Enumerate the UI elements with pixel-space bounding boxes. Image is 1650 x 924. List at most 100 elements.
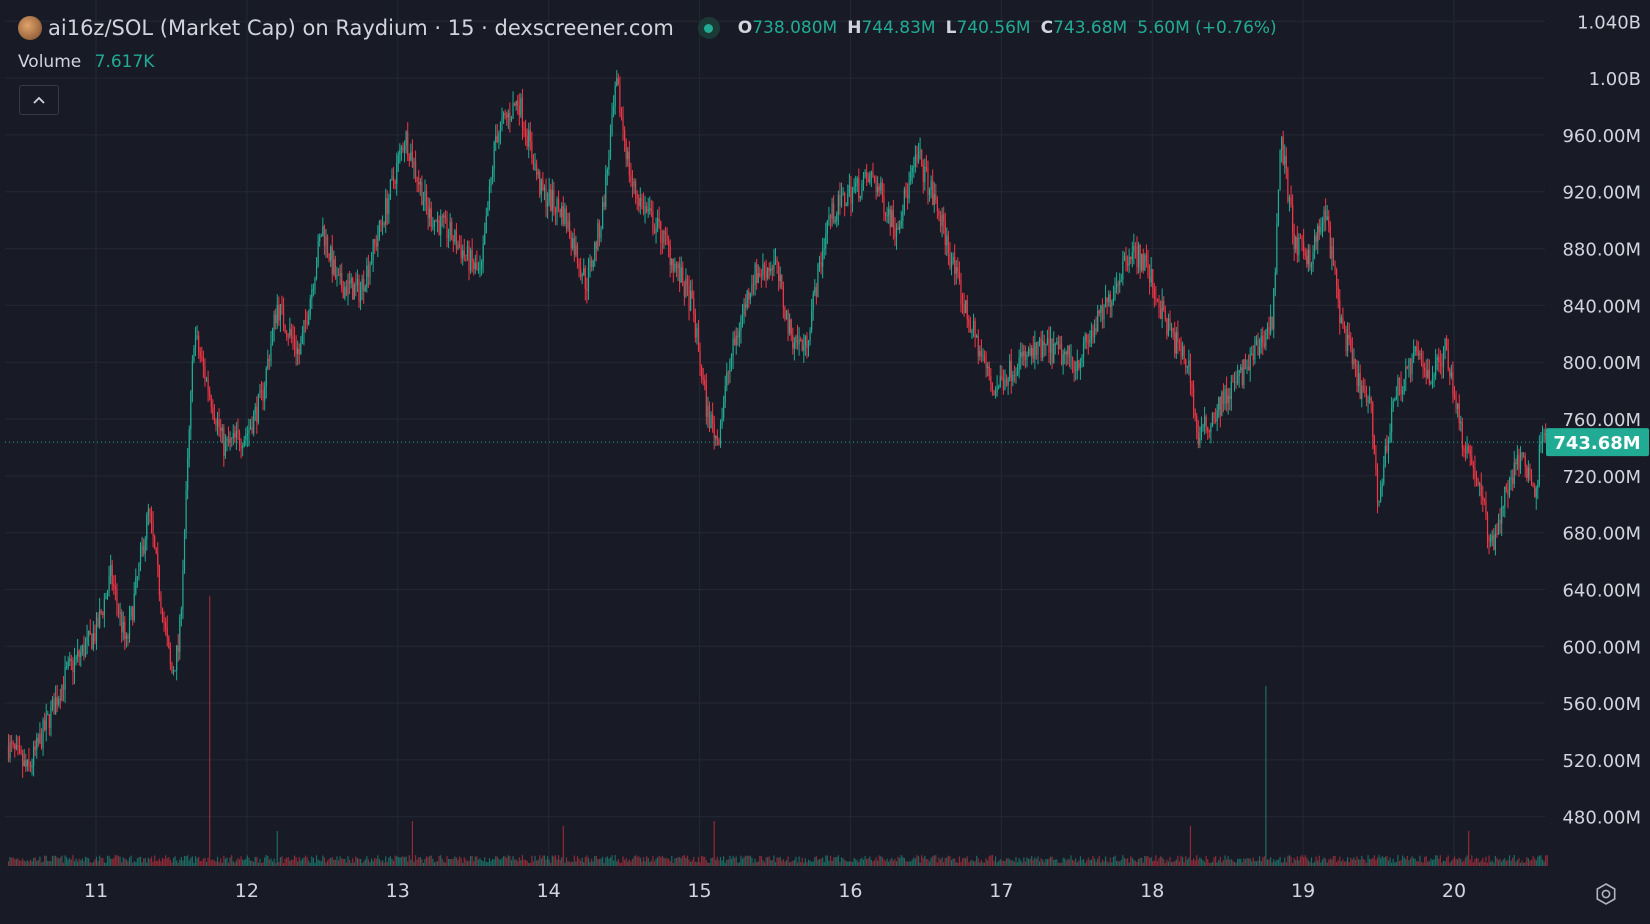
volume-bar [537, 859, 539, 866]
candle-body [1535, 488, 1537, 498]
candle-body [567, 220, 569, 229]
candle-body [565, 208, 568, 229]
candle-body [1312, 252, 1314, 265]
candle-body [548, 189, 550, 203]
collapse-legend-button[interactable] [19, 85, 59, 115]
volume-bar [1053, 859, 1055, 866]
candle-body [1225, 388, 1228, 404]
candle-body [242, 446, 244, 449]
candle-body [939, 216, 942, 227]
candle-body [99, 610, 101, 627]
volume-bar [1356, 856, 1358, 866]
candle-body [767, 267, 769, 279]
candle-body [580, 268, 582, 277]
volume-bar [482, 861, 484, 866]
volume-bar [67, 859, 69, 866]
candle-body [1103, 307, 1105, 320]
candle-body [1439, 361, 1441, 363]
market-status-icon[interactable] [697, 17, 720, 39]
volume-bar [1499, 858, 1501, 866]
candle-body [1090, 330, 1093, 340]
volume-bar [215, 861, 217, 866]
candle-body [1502, 506, 1504, 508]
chart-settings-button[interactable] [1590, 878, 1622, 910]
candle-body [727, 372, 729, 374]
candle-body [712, 414, 714, 424]
candle-body [1031, 347, 1033, 356]
candle-body [1290, 197, 1292, 205]
volume-bar [792, 861, 794, 866]
volume-bar [845, 861, 847, 866]
volume-bar [226, 857, 228, 866]
volume-bar [743, 856, 745, 866]
candle-body [1156, 298, 1159, 300]
volume-bar [1081, 860, 1083, 866]
candle-body [1246, 366, 1248, 370]
candle-body [537, 172, 539, 175]
volume-bar [512, 856, 514, 866]
candle-body [966, 300, 968, 320]
volume-bar [1203, 861, 1206, 866]
volume-bar [936, 862, 938, 866]
candle-body [569, 220, 571, 238]
volume-bar [1292, 862, 1294, 866]
volume-bar [605, 857, 607, 866]
candle-body [405, 131, 407, 146]
candle-body [581, 275, 583, 277]
candle-body [657, 218, 659, 228]
candle-body [279, 304, 281, 321]
volume-bar [679, 856, 681, 866]
candle-body [1395, 396, 1397, 400]
candle-body [1192, 386, 1195, 410]
candle-body [994, 391, 997, 396]
candle-body [1273, 288, 1275, 329]
volume-bar [1148, 857, 1151, 866]
volume-bar [873, 860, 876, 866]
candle-body [1317, 225, 1319, 243]
candle-body [320, 236, 322, 238]
volume-bar [1259, 856, 1261, 866]
volume-bar [862, 859, 865, 866]
volume-bar [136, 858, 138, 866]
volume-bar [1122, 855, 1124, 866]
candle-body [1287, 168, 1289, 202]
volume-bar [1159, 856, 1162, 866]
candle-body [672, 259, 674, 272]
volume-bar [396, 856, 398, 866]
volume-bar [653, 861, 656, 866]
volume-bar [1002, 860, 1005, 866]
volume-bar [1336, 861, 1338, 866]
volume-bar [869, 856, 871, 866]
candle-body [1504, 486, 1506, 507]
candle-body [1043, 341, 1045, 346]
volume-bar [509, 856, 511, 866]
volume-bar [477, 859, 480, 866]
candle-body [809, 330, 811, 341]
volume-bar [1020, 860, 1022, 866]
volume-bar [433, 862, 436, 866]
candle-body [367, 265, 370, 277]
candle-body [383, 223, 385, 225]
volume-bar [1501, 861, 1503, 866]
volume-bar [1233, 862, 1236, 866]
candle-body [141, 546, 143, 550]
candle-body [1177, 332, 1179, 343]
volume-bar [594, 856, 596, 866]
volume-bar [1133, 859, 1135, 866]
volume-bar [1163, 859, 1165, 866]
volume-bar [704, 856, 706, 866]
candle-body [960, 280, 962, 305]
volume-bar [540, 858, 542, 866]
candle-body [513, 103, 516, 106]
volume-bar [1351, 859, 1353, 866]
candle-body [1065, 351, 1067, 355]
volume-bar [1254, 860, 1256, 866]
volume-bar [529, 862, 531, 866]
candle-body [92, 633, 94, 649]
candle-body [1538, 444, 1540, 485]
candle-body [397, 155, 399, 164]
candle-body [202, 357, 204, 366]
volume-bar [1447, 855, 1449, 866]
